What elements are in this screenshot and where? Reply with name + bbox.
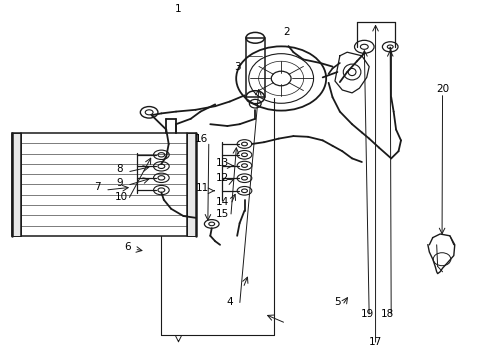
Text: 12: 12	[215, 173, 229, 183]
Text: 19: 19	[360, 309, 374, 319]
Text: 3: 3	[233, 62, 240, 72]
Text: 7: 7	[94, 182, 101, 192]
Text: 18: 18	[380, 309, 394, 319]
Text: 14: 14	[215, 197, 229, 207]
Text: 17: 17	[368, 337, 382, 347]
Text: 8: 8	[116, 164, 123, 174]
Text: 1: 1	[175, 4, 182, 14]
Text: 6: 6	[123, 242, 130, 252]
Text: 20: 20	[435, 84, 448, 94]
Text: 16: 16	[194, 134, 208, 144]
Text: 2: 2	[282, 27, 289, 37]
Text: 9: 9	[116, 178, 123, 188]
Text: 4: 4	[226, 297, 233, 307]
Bar	[12, 133, 195, 236]
Bar	[12, 133, 21, 236]
Bar	[186, 133, 195, 236]
Text: 13: 13	[215, 158, 229, 168]
Text: 11: 11	[196, 183, 209, 193]
Text: 10: 10	[115, 192, 127, 202]
Bar	[245, 38, 264, 97]
Text: 15: 15	[215, 209, 229, 219]
Text: 5: 5	[333, 297, 340, 307]
